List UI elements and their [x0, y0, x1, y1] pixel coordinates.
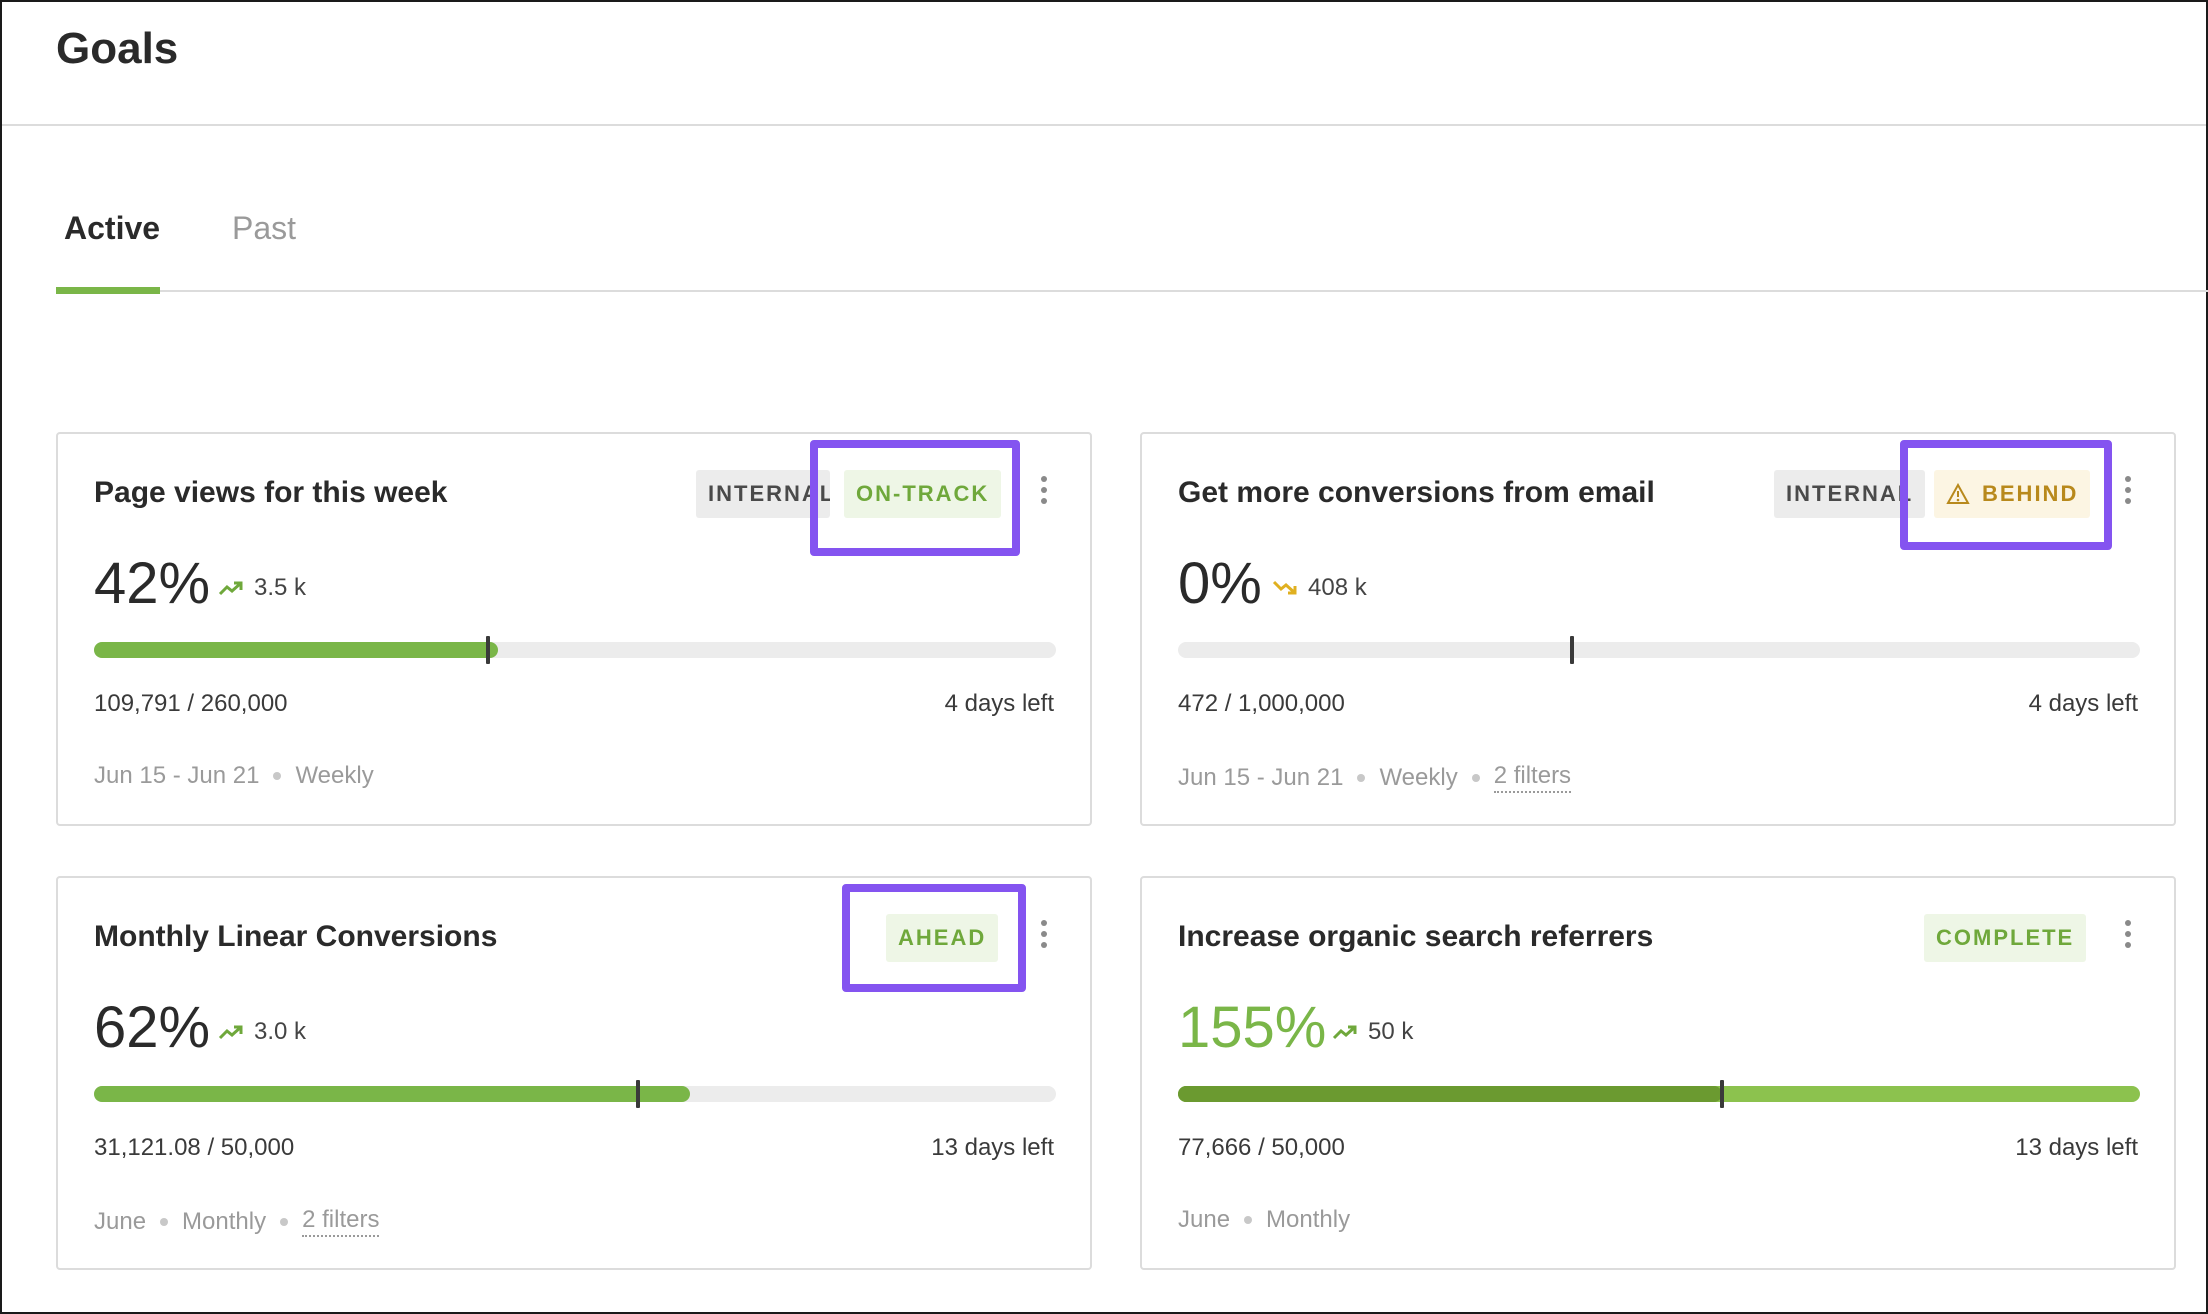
trend-indicator: 408 k: [1272, 574, 1367, 602]
progress-value: 109,791 / 260,000: [94, 690, 288, 717]
period: Monthly: [182, 1207, 267, 1235]
status-badge-label: BEHIND: [1982, 481, 2079, 506]
goal-title: Monthly Linear Conversions: [94, 920, 498, 953]
active-tab-indicator: [56, 287, 160, 294]
goal-title: Page views for this week: [94, 476, 448, 509]
trend-indicator: 3.5 k: [218, 574, 306, 602]
separator-dot: [1471, 773, 1480, 782]
tab-active-label: Active: [64, 210, 161, 246]
separator-dot: [273, 772, 282, 780]
date-range: June: [1178, 1206, 1231, 1233]
goal-title: Get more conversions from email: [1178, 476, 1655, 509]
target-marker: [486, 636, 491, 664]
status-badge: COMPLETE: [1924, 914, 2087, 962]
goal-card[interactable]: Monthly Linear Conversions AHEAD 62% 3.0…: [56, 876, 1092, 1270]
goal-percent: 0%: [1178, 551, 1262, 616]
internal-tag: INTERNAL: [1774, 470, 1926, 518]
trend-value: 408 k: [1308, 574, 1367, 601]
more-options-icon[interactable]: [1034, 918, 1054, 954]
days-left: 4 days left: [944, 690, 1054, 717]
more-options-icon[interactable]: [2118, 474, 2138, 510]
days-left: 13 days left: [931, 1134, 1054, 1161]
progress-value: 472 / 1,000,000: [1178, 690, 1345, 717]
more-options-icon[interactable]: [1034, 474, 1054, 510]
page-title: Goals: [56, 24, 179, 73]
progress-bar: [1178, 636, 2140, 664]
goal-card[interactable]: Page views for this week INTERNAL ON-TRA…: [56, 432, 1092, 826]
goal-meta: Jun 15 - Jun 21 Weekly 2 filters: [1178, 762, 1572, 793]
goal-meta: Jun 15 - Jun 21 Weekly: [94, 762, 374, 790]
goal-percent: 42%: [94, 551, 211, 616]
date-range: Jun 15 - Jun 21: [94, 762, 260, 789]
tab-past[interactable]: Past: [232, 210, 297, 246]
page-header: Goals: [2, 2, 2206, 126]
warning-icon: [1946, 483, 1970, 504]
target-marker: [1570, 636, 1575, 664]
goal-meta: June Monthly: [1178, 1206, 1350, 1234]
trending-up-icon: [1332, 1025, 1357, 1040]
goal-meta: June Monthly 2 filters: [94, 1206, 380, 1237]
days-left: 4 days left: [2028, 690, 2138, 717]
target-marker: [1719, 1080, 1724, 1108]
period: Weekly: [295, 762, 374, 789]
days-left: 13 days left: [2015, 1134, 2138, 1161]
trending-up-icon: [218, 581, 243, 596]
goal-title: Increase organic search referrers: [1178, 920, 1654, 953]
goal-percent: 62%: [94, 995, 211, 1060]
trend-value: 50 k: [1368, 1018, 1414, 1045]
filters-link[interactable]: 2 filters: [1493, 762, 1572, 793]
period: Monthly: [1266, 1206, 1351, 1233]
goal-percent: 155%: [1178, 995, 1327, 1060]
status-badge: BEHIND: [1934, 470, 2091, 518]
date-range: June: [94, 1207, 147, 1235]
target-fill: [1178, 1086, 1722, 1102]
separator-dot: [160, 1217, 169, 1226]
progress-fill: [94, 1086, 691, 1102]
status-badge: AHEAD: [886, 914, 999, 962]
date-range: Jun 15 - Jun 21: [1178, 763, 1344, 791]
target-marker: [635, 1080, 640, 1108]
progress-fill: [94, 642, 499, 658]
trending-up-icon: [218, 1025, 243, 1040]
progress-bar: [94, 636, 1056, 664]
progress-bar: [94, 1080, 1056, 1108]
progress-bar: [1178, 1080, 2140, 1108]
more-options-icon[interactable]: [2118, 918, 2138, 954]
goal-card[interactable]: Get more conversions from email INTERNAL…: [1140, 432, 2176, 826]
separator-dot: [1357, 773, 1366, 782]
status-badge: ON-TRACK: [844, 470, 1002, 518]
trend-value: 3.5 k: [254, 574, 307, 601]
trend-indicator: 3.0 k: [218, 1018, 306, 1046]
internal-tag: INTERNAL: [696, 470, 830, 518]
tab-active[interactable]: Active: [56, 210, 161, 294]
tab-bar: Active Past: [56, 202, 2208, 294]
trend-indicator: 50 k: [1332, 1018, 1413, 1046]
trending-down-icon: [1272, 580, 1297, 595]
separator-dot: [280, 1217, 289, 1226]
goal-card[interactable]: Increase organic search referrers COMPLE…: [1140, 876, 2176, 1270]
progress-value: 77,666 / 50,000: [1178, 1134, 1345, 1161]
period: Weekly: [1379, 763, 1458, 791]
filters-link[interactable]: 2 filters: [302, 1206, 380, 1237]
separator-dot: [1244, 1216, 1253, 1224]
progress-value: 31,121.08 / 50,000: [94, 1134, 295, 1161]
trend-value: 3.0 k: [254, 1018, 307, 1045]
